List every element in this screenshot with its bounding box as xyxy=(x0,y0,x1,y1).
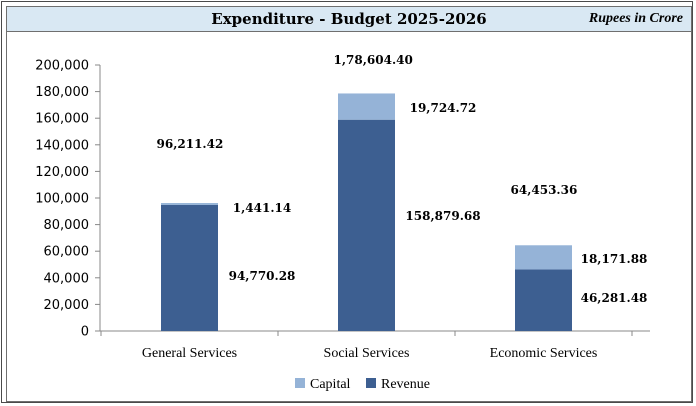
y-tick-label: 60,000 xyxy=(44,245,90,260)
legend-label-capital: Capital xyxy=(310,377,351,392)
x-category-label: General Services xyxy=(142,346,237,361)
chart-title: Expenditure - Budget 2025-2026 xyxy=(211,10,487,28)
legend-label-revenue: Revenue xyxy=(381,377,430,392)
y-tick-label: 120,000 xyxy=(35,165,89,180)
x-category-label: Economic Services xyxy=(490,346,598,361)
bar-revenue xyxy=(338,119,395,331)
revenue-data-label: 158,879.68 xyxy=(405,209,480,223)
total-data-label: 96,211.42 xyxy=(157,137,224,151)
revenue-data-label: 94,770.28 xyxy=(229,269,296,283)
y-tick-label: 140,000 xyxy=(35,138,89,153)
y-tick-label: 100,000 xyxy=(35,192,89,207)
y-tick-label: 160,000 xyxy=(35,112,89,127)
bar-capital xyxy=(338,93,395,120)
capital-data-label: 1,441.14 xyxy=(233,201,291,215)
units-label: Rupees in Crore xyxy=(588,11,683,26)
y-tick-label: 80,000 xyxy=(44,218,90,233)
total-data-label: 64,453.36 xyxy=(511,183,578,197)
bar-capital xyxy=(515,245,572,270)
legend-swatch-capital xyxy=(295,378,305,388)
bar-revenue xyxy=(515,269,572,331)
chart-area xyxy=(6,32,692,402)
bar-capital xyxy=(161,203,218,205)
y-tick-label: 0 xyxy=(81,325,89,340)
y-tick-label: 200,000 xyxy=(35,59,89,74)
y-tick-label: 180,000 xyxy=(35,85,89,100)
revenue-data-label: 46,281.48 xyxy=(581,291,648,305)
capital-data-label: 19,724.72 xyxy=(410,101,477,115)
total-data-label: 1,78,604.40 xyxy=(334,53,413,67)
y-tick-label: 20,000 xyxy=(44,298,90,313)
x-category-label: Social Services xyxy=(324,346,410,361)
legend-swatch-revenue xyxy=(366,378,376,388)
chart-header: Expenditure - Budget 2025-2026 Rupees in… xyxy=(6,6,692,32)
bar-revenue xyxy=(161,204,218,331)
capital-data-label: 18,171.88 xyxy=(581,252,648,266)
y-tick-label: 40,000 xyxy=(44,271,90,286)
